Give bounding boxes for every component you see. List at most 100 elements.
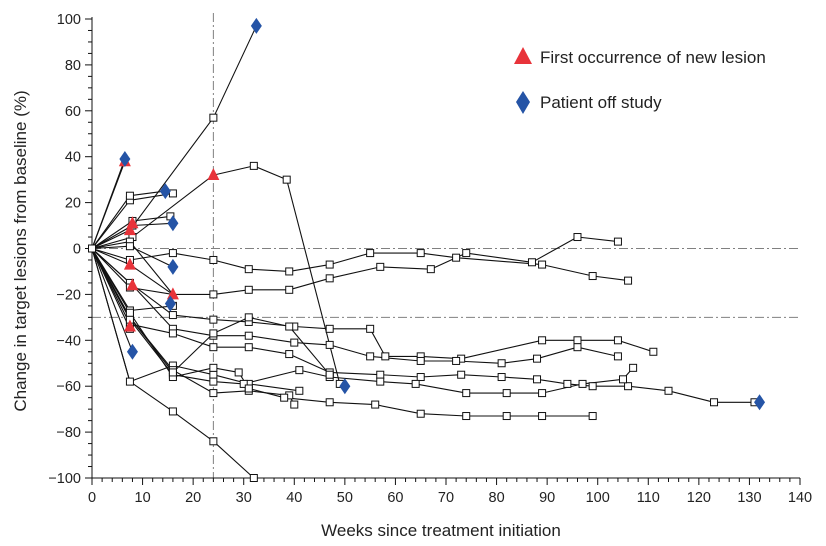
visit-marker (244, 343, 253, 352)
visit-marker (209, 290, 218, 299)
visit-marker (502, 412, 511, 421)
x-tick-label: 110 (637, 490, 660, 506)
new-lesion-marker (123, 319, 136, 332)
visit-marker (209, 343, 218, 352)
visit-marker (416, 249, 425, 258)
visit-marker (209, 113, 218, 122)
visit-marker (563, 379, 572, 388)
x-tick-label: 10 (135, 490, 151, 506)
visit-marker (125, 308, 134, 317)
x-tick-label: 130 (737, 490, 761, 506)
visit-marker (125, 242, 134, 251)
visit-marker (573, 343, 582, 352)
visit-marker (376, 262, 385, 271)
visit-marker (209, 255, 218, 264)
visit-marker (280, 393, 289, 402)
visit-marker (416, 356, 425, 365)
y-tick-label: 80 (65, 58, 81, 74)
x-ticks: 0 10 20 30 40 50 60 70 80 90 100 110 120 130 140 (88, 478, 812, 506)
visit-marker (588, 272, 597, 281)
patient-line (91, 248, 619, 364)
visit-marker (624, 382, 633, 391)
visit-marker (527, 258, 536, 267)
y-tick-label: −20 (56, 287, 81, 303)
visit-marker (285, 267, 294, 276)
visit-marker (168, 407, 177, 416)
visit-marker (244, 265, 253, 274)
visit-marker (295, 386, 304, 395)
visit-marker (578, 379, 587, 388)
patient-line (91, 25, 257, 249)
y-tick-label: 100 (57, 12, 81, 28)
visit-marker (376, 377, 385, 386)
x-tick-label: 20 (185, 490, 201, 506)
y-tick-label: 0 (73, 242, 81, 258)
visit-marker (411, 379, 420, 388)
visit-marker (244, 285, 253, 294)
visit-marker (624, 276, 633, 285)
visit-marker (588, 412, 597, 421)
visit-marker (619, 375, 627, 384)
legend-new-lesion-label: First occurrence of new lesion (540, 48, 766, 67)
visit-marker (664, 386, 673, 395)
off-study-marker (754, 394, 766, 411)
visit-marker (295, 366, 304, 375)
visit-marker (533, 354, 542, 363)
off-study-marker (119, 150, 131, 167)
y-ticks: −100 −80 −60 −40 −20 0 20 40 60 80 100 (48, 12, 92, 487)
visit-marker (426, 265, 435, 274)
visit-marker (538, 412, 547, 421)
visit-marker (168, 329, 177, 338)
visit-marker (209, 363, 218, 372)
visit-marker (168, 189, 177, 198)
visit-marker (282, 175, 291, 184)
visit-marker (125, 377, 134, 386)
visit-marker (209, 437, 218, 446)
off-study-marker (167, 215, 179, 232)
y-tick-label: 20 (65, 196, 81, 212)
visit-marker (325, 260, 334, 269)
visit-marker (710, 398, 719, 407)
visit-marker (613, 237, 622, 246)
y-tick-label: −60 (56, 379, 81, 395)
x-tick-label: 50 (337, 490, 353, 506)
visit-marker (462, 249, 471, 258)
visit-marker (366, 352, 375, 361)
x-tick-label: 40 (286, 490, 302, 506)
visit-marker (376, 370, 385, 379)
off-study-marker (339, 378, 351, 395)
y-tick-label: −40 (56, 333, 81, 349)
visit-marker (573, 336, 582, 345)
visit-marker (538, 389, 547, 398)
visit-marker (244, 384, 253, 393)
visit-marker (381, 352, 390, 361)
y-tick-label: 60 (65, 104, 81, 120)
x-tick-label: 60 (387, 490, 403, 506)
new-lesion-marker (126, 216, 139, 229)
off-study-marker (250, 17, 262, 34)
legend: First occurrence of new lesion Patient o… (514, 47, 766, 114)
y-tick-label: 40 (65, 150, 81, 166)
visit-marker (168, 368, 177, 377)
off-study-marker (159, 183, 171, 200)
visit-marker (629, 363, 638, 372)
axes (91, 17, 800, 479)
visit-marker (239, 379, 248, 388)
visit-marker (290, 400, 299, 409)
patient-line (91, 165, 341, 385)
y-axis-title: Change in target lesions from baseline (… (11, 90, 30, 411)
visit-marker (234, 368, 243, 377)
visit-marker (244, 313, 253, 322)
off-study-marker (164, 295, 176, 312)
legend-new-lesion-marker (514, 47, 532, 64)
visit-marker (416, 409, 425, 418)
patient-line (91, 248, 593, 417)
visit-marker (613, 336, 622, 345)
visit-marker (371, 400, 380, 409)
visit-marker (168, 311, 177, 320)
x-tick-label: 80 (489, 490, 505, 506)
baseline-marker (88, 244, 96, 253)
visit-marker (244, 331, 253, 340)
visit-marker (285, 285, 294, 294)
